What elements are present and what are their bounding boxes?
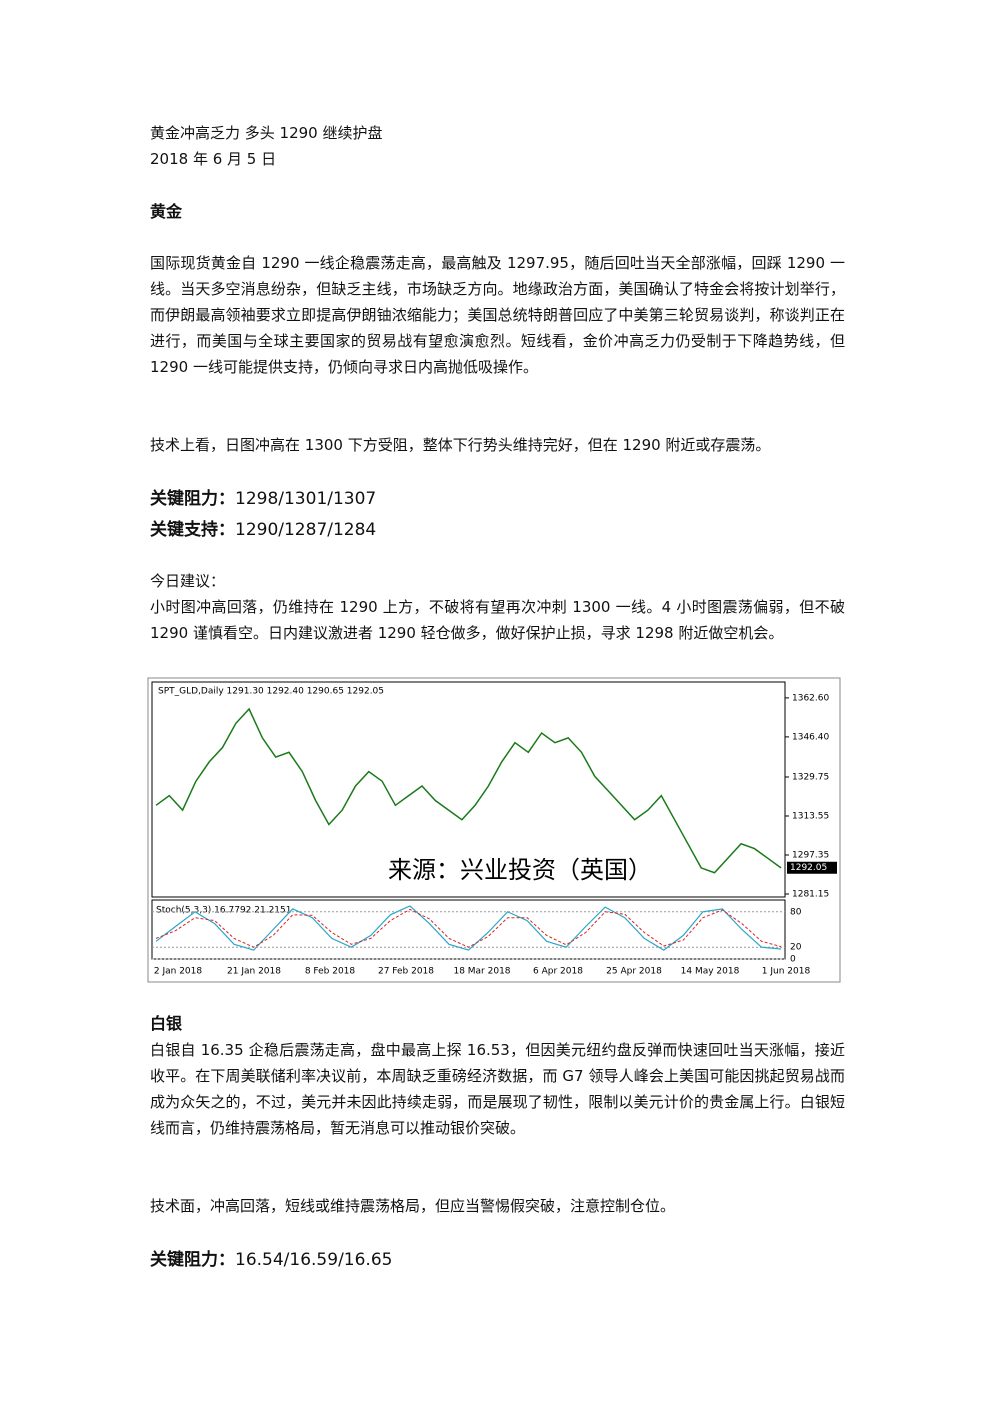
section-heading: 白银 [150,1014,183,1033]
date-label: 21 Jan 2018 [227,967,281,977]
watermark: 来源：兴业投资（英国） [388,856,652,884]
key-level: 关键支持：1290/1287/1284 [150,517,845,543]
last-price-box [787,861,837,874]
key-value: 1290/1287/1284 [235,520,377,540]
stoch-d-line [155,908,782,948]
key-value: 1298/1301/1307 [235,489,377,509]
date-label: 14 May 2018 [681,967,740,977]
paragraph: 小时图冲高回落，仍维持在 1290 上方，不破将有望再次冲刺 1300 一线。4… [150,598,845,642]
advice-label: 今日建议： [150,572,226,590]
doc-title: 黄金冲高乏力 多头 1290 继续护盘 [150,124,383,142]
date-label: 27 Feb 2018 [378,967,434,977]
doc-date: 2018 年 6 月 5 日 [150,150,277,168]
key-label: 关键阻力： [150,1250,235,1270]
key-level: 关键阻力：1298/1301/1307 [150,486,845,512]
section-heading: 黄金 [150,202,183,221]
date-label: 1 Jun 2018 [762,967,811,977]
last-price-label: 1292.05 [790,863,827,873]
stoch-tick-label: 0 [790,955,796,965]
price-panel [151,681,786,898]
y-tick-label: 1362.60 [792,693,829,703]
key-label: 关键支持： [150,520,235,540]
date-label: 6 Apr 2018 [533,967,583,977]
close-line [155,707,782,874]
date-label: 8 Feb 2018 [305,967,356,977]
date-label: 18 Mar 2018 [453,967,510,977]
y-tick-label: 1297.35 [792,850,829,860]
date-label: 2 Jan 2018 [154,967,202,977]
paragraph: 国际现货黄金自 1290 一线企稳震荡走高，最高触及 1297.95，随后回吐当… [150,254,845,376]
paragraph: 技术面，冲高回落，短线或维持震荡格局，但应当警惕假突破，注意控制仓位。 [150,1197,676,1215]
chart-frame [147,677,841,983]
key-level: 关键阻力：16.54/16.59/16.65 [150,1247,845,1273]
key-value: 16.54/16.59/16.65 [235,1250,393,1270]
stoch-label: Stoch(5,3,3) 16.7792 21.2151 [156,906,291,916]
stoch-tick-label: 20 [790,943,802,953]
chart-header: SPT_GLD,Daily 1291.30 1292.40 1290.65 12… [158,687,384,697]
key-label: 关键阻力： [150,489,235,509]
paragraph: 白银自 16.35 企稳后震荡走高，盘中最高上探 16.53，但因美元纽约盘反弹… [150,1041,845,1137]
date-label: 25 Apr 2018 [606,967,662,977]
stoch-k-line [155,905,782,951]
price-chart: SPT_GLD,Daily 1291.30 1292.40 1290.65 12… [147,677,841,983]
y-tick-label: 1329.75 [792,772,829,782]
paragraph: 技术上看，日图冲高在 1300 下方受阻，整体下行势头维持完好，但在 1290 … [150,436,771,454]
y-tick-label: 1346.40 [792,732,829,742]
y-tick-label: 1313.55 [792,811,829,821]
y-tick-label: 1281.15 [792,889,829,899]
stoch-tick-label: 80 [790,907,802,917]
